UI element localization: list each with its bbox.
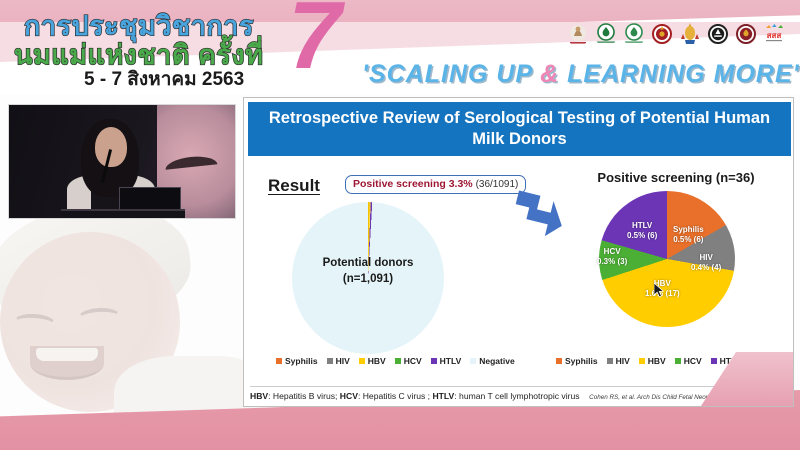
slide-footnote: HBV: Hepatitis B virus; HCV: Hepatitis C… (250, 386, 789, 401)
pie-left-center-label: Potential donors (n=1,091) (292, 256, 444, 287)
legend2-item-hiv: HIV (606, 356, 630, 366)
legend2-item-syphilis: Syphilis (556, 356, 598, 366)
logo-royal-emblem-gold-icon (681, 23, 699, 44)
legend-swatch-hiv (326, 358, 333, 364)
pie-slice-label-hiv: HIV 0.4% (4) (691, 253, 721, 274)
legend-swatch-hcv (394, 358, 401, 364)
conference-title-thai-line1: การประชุมวิชาการ (23, 10, 254, 41)
legend2-swatch-hcv (674, 358, 681, 364)
slice-value-hbv: 1.6% (17) (645, 289, 680, 299)
slice-value-syphilis: 0.5% (6) (673, 235, 704, 245)
callout-sub-text: (36/1091) (475, 179, 519, 190)
conference-title-thai-line2: นมแม่แห่งชาติ ครั้งที่ (13, 39, 264, 70)
legend-label-htlv: HTLV (439, 356, 462, 366)
abbreviation-definitions: HBV: Hepatitis B virus; HCV: Hepatitis C… (250, 391, 580, 401)
slice-value-hcv: 0.3% (3) (597, 257, 628, 267)
legend-swatch-syphilis (276, 358, 282, 364)
legend2-item-hcv: HCV (674, 356, 702, 366)
legend2-swatch-hiv (606, 358, 613, 364)
legend-item-hbv: HBV (358, 356, 386, 366)
legend-label-hiv: HIV (335, 356, 350, 366)
slice-name-syphilis: Syphilis (673, 225, 704, 234)
mouth-shape (30, 346, 104, 380)
legend2-label-hbv: HBV (647, 356, 666, 366)
legend2-label-hiv: HIV (615, 356, 630, 366)
citation-reference: Cohen RS, et al. Arch Dis Child Fetal Ne… (589, 394, 789, 401)
legend2-label-hcv: HCV (683, 356, 702, 366)
legend-positive-screening: Syphilis HIV HBV HCV HTLV (556, 356, 741, 366)
legend-swatch-htlv (430, 358, 437, 364)
legend2-item-hbv: HBV (638, 356, 666, 366)
legend-label-negative: Negative (479, 356, 515, 366)
conference-tagline: 'SCALING UP & LEARNING MORE' (361, 59, 800, 89)
pie-left-center-label-line1: Potential donors (322, 257, 414, 269)
pie-slice-label-hbv: HBV 1.6% (17) (645, 279, 680, 300)
legend-potential-donors: Syphilis HIV HBV HCV HTLV Negative (276, 356, 515, 366)
podium-shape (61, 209, 185, 218)
slice-name-hbv: HBV (653, 279, 671, 288)
slide-content: Retrospective Review of Serological Test… (243, 97, 794, 407)
speaker-video-panel[interactable] (8, 104, 236, 219)
logo-thaihealth-sss-icon: สสส (766, 24, 783, 42)
sponsor-logos: สสส (566, 22, 786, 46)
tagline-part2: LEARNING MORE' (559, 59, 800, 88)
legend-swatch-negative (470, 358, 477, 364)
blue-arrow-icon (515, 190, 562, 237)
svg-text:สสส: สสส (767, 31, 782, 40)
slice-name-hiv: HIV (699, 253, 713, 262)
legend2-swatch-htlv (710, 358, 717, 364)
tagline-part1: 'SCALING UP (361, 59, 541, 88)
callout-strong-text: Positive screening 3.3% (353, 178, 473, 190)
pie-chart-potential-donors (292, 202, 444, 354)
slice-name-htlv: HTLV (631, 221, 653, 230)
legend2-label-syphilis: Syphilis (565, 356, 598, 366)
legend-item-hcv: HCV (394, 356, 422, 366)
logo-institute-maroon-icon (736, 24, 756, 44)
positive-screening-callout: Positive screening 3.3% (36/1091) (345, 175, 527, 194)
legend-swatch-hbv (358, 358, 365, 364)
logo-thai-breastfeeding-foundation-icon (570, 25, 586, 44)
slice-value-hiv: 0.4% (4) (691, 263, 722, 273)
pie-chart-positive-screening: Syphilis 0.5% (6) HIV 0.4% (4) HBV 1.6% … (597, 191, 735, 327)
pie-slice-label-syphilis: Syphilis 0.5% (6) (673, 225, 704, 246)
pie-right-title: Positive screening (n=36) (597, 170, 755, 185)
conference-date: 5 - 7 สิงหาคม 2563 (84, 69, 245, 90)
legend-item-hiv: HIV (326, 356, 350, 366)
legend-item-syphilis: Syphilis (276, 356, 318, 366)
slide-title: Retrospective Review of Serological Test… (248, 102, 791, 156)
logo-department-of-health-icon (624, 23, 644, 43)
slice-name-hcv: HCV (603, 247, 621, 256)
legend2-swatch-hbv (638, 358, 645, 364)
legend2-swatch-syphilis (556, 358, 562, 364)
tagline-ampersand: & (540, 59, 560, 88)
legend-item-negative: Negative (470, 356, 515, 366)
legend-label-hbv: HBV (367, 356, 386, 366)
mouse-cursor-icon (654, 283, 665, 298)
child-watermark-photo (0, 194, 264, 446)
pie-slice-label-htlv: HTLV 0.5% (6) (627, 221, 657, 242)
slice-value-htlv: 0.5% (6) (627, 231, 658, 241)
conference-banner: การประชุมวิชาการ นมแม่แห่งชาติ ครั้งที่ … (0, 0, 800, 95)
laptop-icon (119, 187, 181, 211)
pie-slice-label-hcv: HCV 0.3% (3) (597, 247, 627, 268)
pie-left-center-label-line2: (n=1,091) (342, 272, 394, 285)
logo-royal-crest-red-icon (652, 24, 672, 44)
logo-ministry-of-public-health-icon (596, 23, 616, 43)
legend-label-hcv: HCV (403, 356, 422, 366)
legend-label-syphilis: Syphilis (285, 356, 318, 366)
speaker-face (95, 127, 127, 167)
result-label: Result (268, 176, 320, 195)
logo-university-black-icon (708, 24, 728, 44)
conference-edition-number: 7 (288, 0, 342, 89)
legend-item-htlv: HTLV (430, 356, 462, 366)
